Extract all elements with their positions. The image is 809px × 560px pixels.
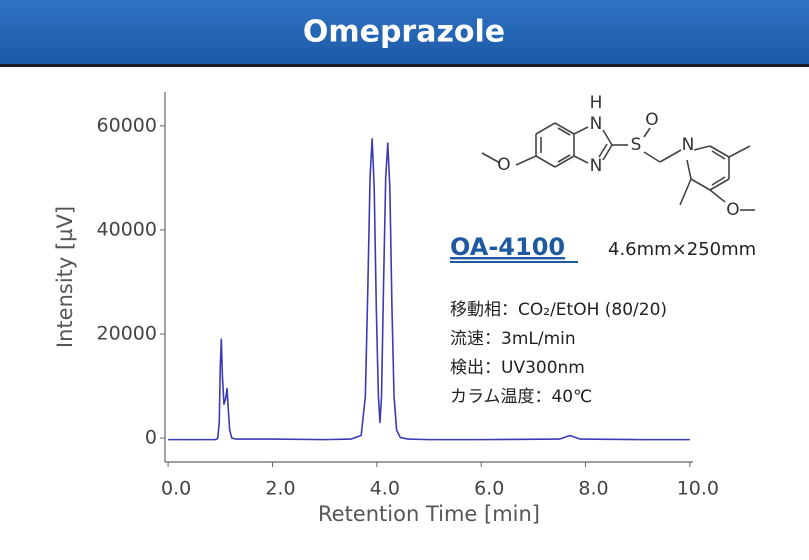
column-name: OA-4100 [450,233,565,261]
y-tick-label: 40000 [97,218,157,240]
condition-line: 流速：3mL/min [450,329,576,349]
y-tick-label: 60000 [97,114,157,136]
structure-atom: H [590,93,603,113]
header-bar [0,0,809,64]
structure-atom: O [497,155,510,175]
condition-line: カラム温度：40℃ [450,387,592,407]
x-tick-label: 0.0 [161,478,191,500]
structure-atom: N [590,114,603,134]
structure-atom: N [682,135,695,155]
y-tick-label: 0 [145,427,157,449]
x-tick-label: 8.0 [578,478,608,500]
y-tick-label: 20000 [97,322,157,344]
structure-atom: O [645,110,658,130]
structure [481,122,755,211]
y-axis-label: Intensity [µV] [53,206,77,348]
condition-line: 移動相：CO₂/EtOH (80/20) [450,300,667,320]
chart-title: Omeprazole [303,15,505,50]
x-axis-label: Retention Time [min] [318,502,540,526]
x-tick-label: 6.0 [474,478,504,500]
condition-line: 検出：UV300nm [450,358,585,378]
column-size: 4.6mm×250mm [608,239,756,260]
structure-atom: S [631,135,642,155]
x-tick-label: 10.0 [677,478,719,500]
structure-atom: O [726,200,739,220]
x-tick-label: 2.0 [265,478,295,500]
chromatogram-line [168,138,690,441]
header-rule [0,64,809,67]
x-tick-label: 4.0 [370,478,400,500]
structure-atom: N [590,156,603,176]
